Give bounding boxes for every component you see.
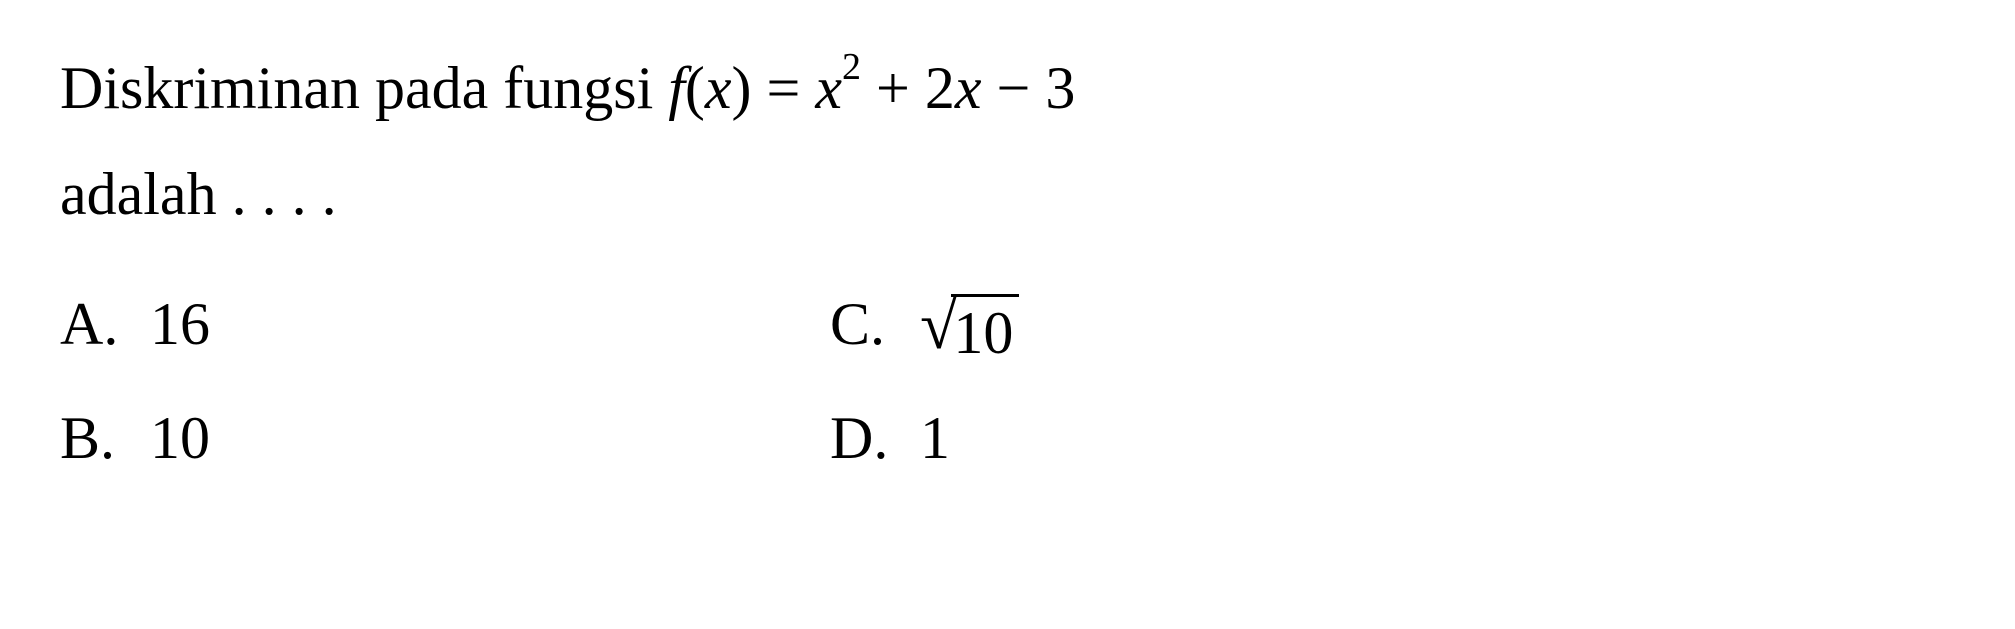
plus-2: + 2 xyxy=(861,55,955,121)
option-a: A. 16 xyxy=(60,282,210,366)
sqrt-content: 10 xyxy=(951,294,1019,369)
option-b: B. 10 xyxy=(60,396,210,480)
option-a-value: 16 xyxy=(150,282,210,366)
question-text-part1: Diskriminan pada fungsi xyxy=(60,55,668,121)
option-b-letter: B. xyxy=(60,396,150,480)
options-column-right: C. √ 10 D. 1 xyxy=(830,282,1019,480)
paren-open: ( xyxy=(685,55,705,121)
option-d-value: 1 xyxy=(920,396,950,480)
option-c-value: √ 10 xyxy=(920,287,1019,362)
x-linear: x xyxy=(955,55,982,121)
option-c: C. √ 10 xyxy=(830,282,1019,366)
option-d-letter: D. xyxy=(830,396,920,480)
option-d: D. 1 xyxy=(830,396,1019,480)
option-b-value: 10 xyxy=(150,396,210,480)
variable-x-arg: x xyxy=(705,55,732,121)
option-a-letter: A. xyxy=(60,282,150,366)
option-c-letter: C. xyxy=(830,282,920,366)
x-squared-base: x xyxy=(815,55,842,121)
paren-close-equals: ) = xyxy=(732,55,816,121)
sqrt-container: √ 10 xyxy=(920,287,1019,362)
x-squared-exp: 2 xyxy=(842,46,861,88)
question-line-2: adalah . . . . xyxy=(60,146,1955,242)
minus-3: − 3 xyxy=(981,55,1075,121)
options-column-left: A. 16 B. 10 xyxy=(60,282,210,480)
options-container: A. 16 B. 10 C. √ 10 D. 1 xyxy=(60,282,1955,480)
function-f: f xyxy=(668,55,685,121)
adalah-text: adalah . . . . xyxy=(60,161,337,227)
question-line-1: Diskriminan pada fungsi f(x) = x2 + 2x −… xyxy=(60,40,1955,136)
